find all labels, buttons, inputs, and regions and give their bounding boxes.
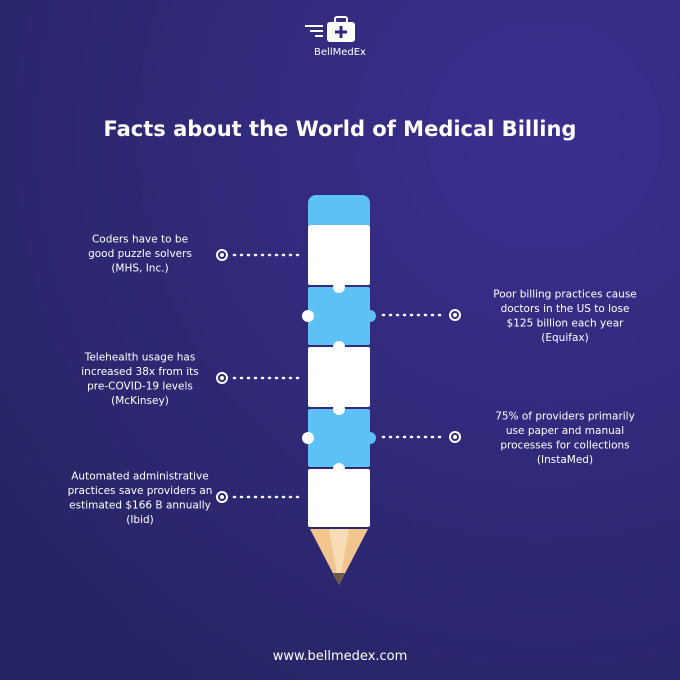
fact-text: practices save providers an bbox=[68, 485, 213, 497]
marker-dot bbox=[220, 253, 224, 257]
fact-text: $125 billion each year bbox=[507, 317, 625, 329]
fact-text: (McKinsey) bbox=[111, 395, 169, 407]
fact-text: (Equifax) bbox=[541, 332, 588, 344]
fact-text: 75% of providers primarily bbox=[495, 410, 635, 422]
fact-text: use paper and manual bbox=[506, 425, 624, 437]
marker bbox=[449, 309, 461, 321]
pencil bbox=[302, 195, 376, 585]
marker bbox=[449, 431, 461, 443]
marker bbox=[216, 372, 228, 384]
fact-text: increased 38x from its bbox=[81, 366, 198, 378]
fact-text: good puzzle solvers bbox=[88, 248, 192, 260]
footer-url: www.bellmedex.com bbox=[273, 649, 408, 664]
marker-dot bbox=[453, 435, 457, 439]
fact-text: (Ibid) bbox=[126, 514, 154, 526]
title: Facts about the World of Medical Billing bbox=[104, 117, 577, 141]
marker bbox=[216, 249, 228, 261]
marker-dot bbox=[453, 313, 457, 317]
fact-text: doctors in the US to lose bbox=[501, 303, 630, 315]
fact-text: Poor billing practices cause bbox=[493, 288, 637, 300]
marker-dot bbox=[220, 495, 224, 499]
fact-text: (MHS, Inc.) bbox=[111, 263, 168, 275]
fact-text: processes for collections bbox=[500, 439, 629, 451]
fact-text: Telehealth usage has bbox=[84, 351, 196, 363]
marker bbox=[216, 491, 228, 503]
fact-text: Automated administrative bbox=[71, 470, 208, 482]
fact-text: pre-COVID-19 levels bbox=[87, 380, 193, 392]
logo-icon bbox=[305, 16, 355, 42]
fact-text: estimated $166 B annually bbox=[69, 499, 211, 511]
marker-dot bbox=[220, 376, 224, 380]
logo-text: BellMedEx bbox=[314, 47, 366, 58]
fact-text: Coders have to be bbox=[92, 234, 188, 246]
fact-text: (InstaMed) bbox=[537, 454, 593, 466]
